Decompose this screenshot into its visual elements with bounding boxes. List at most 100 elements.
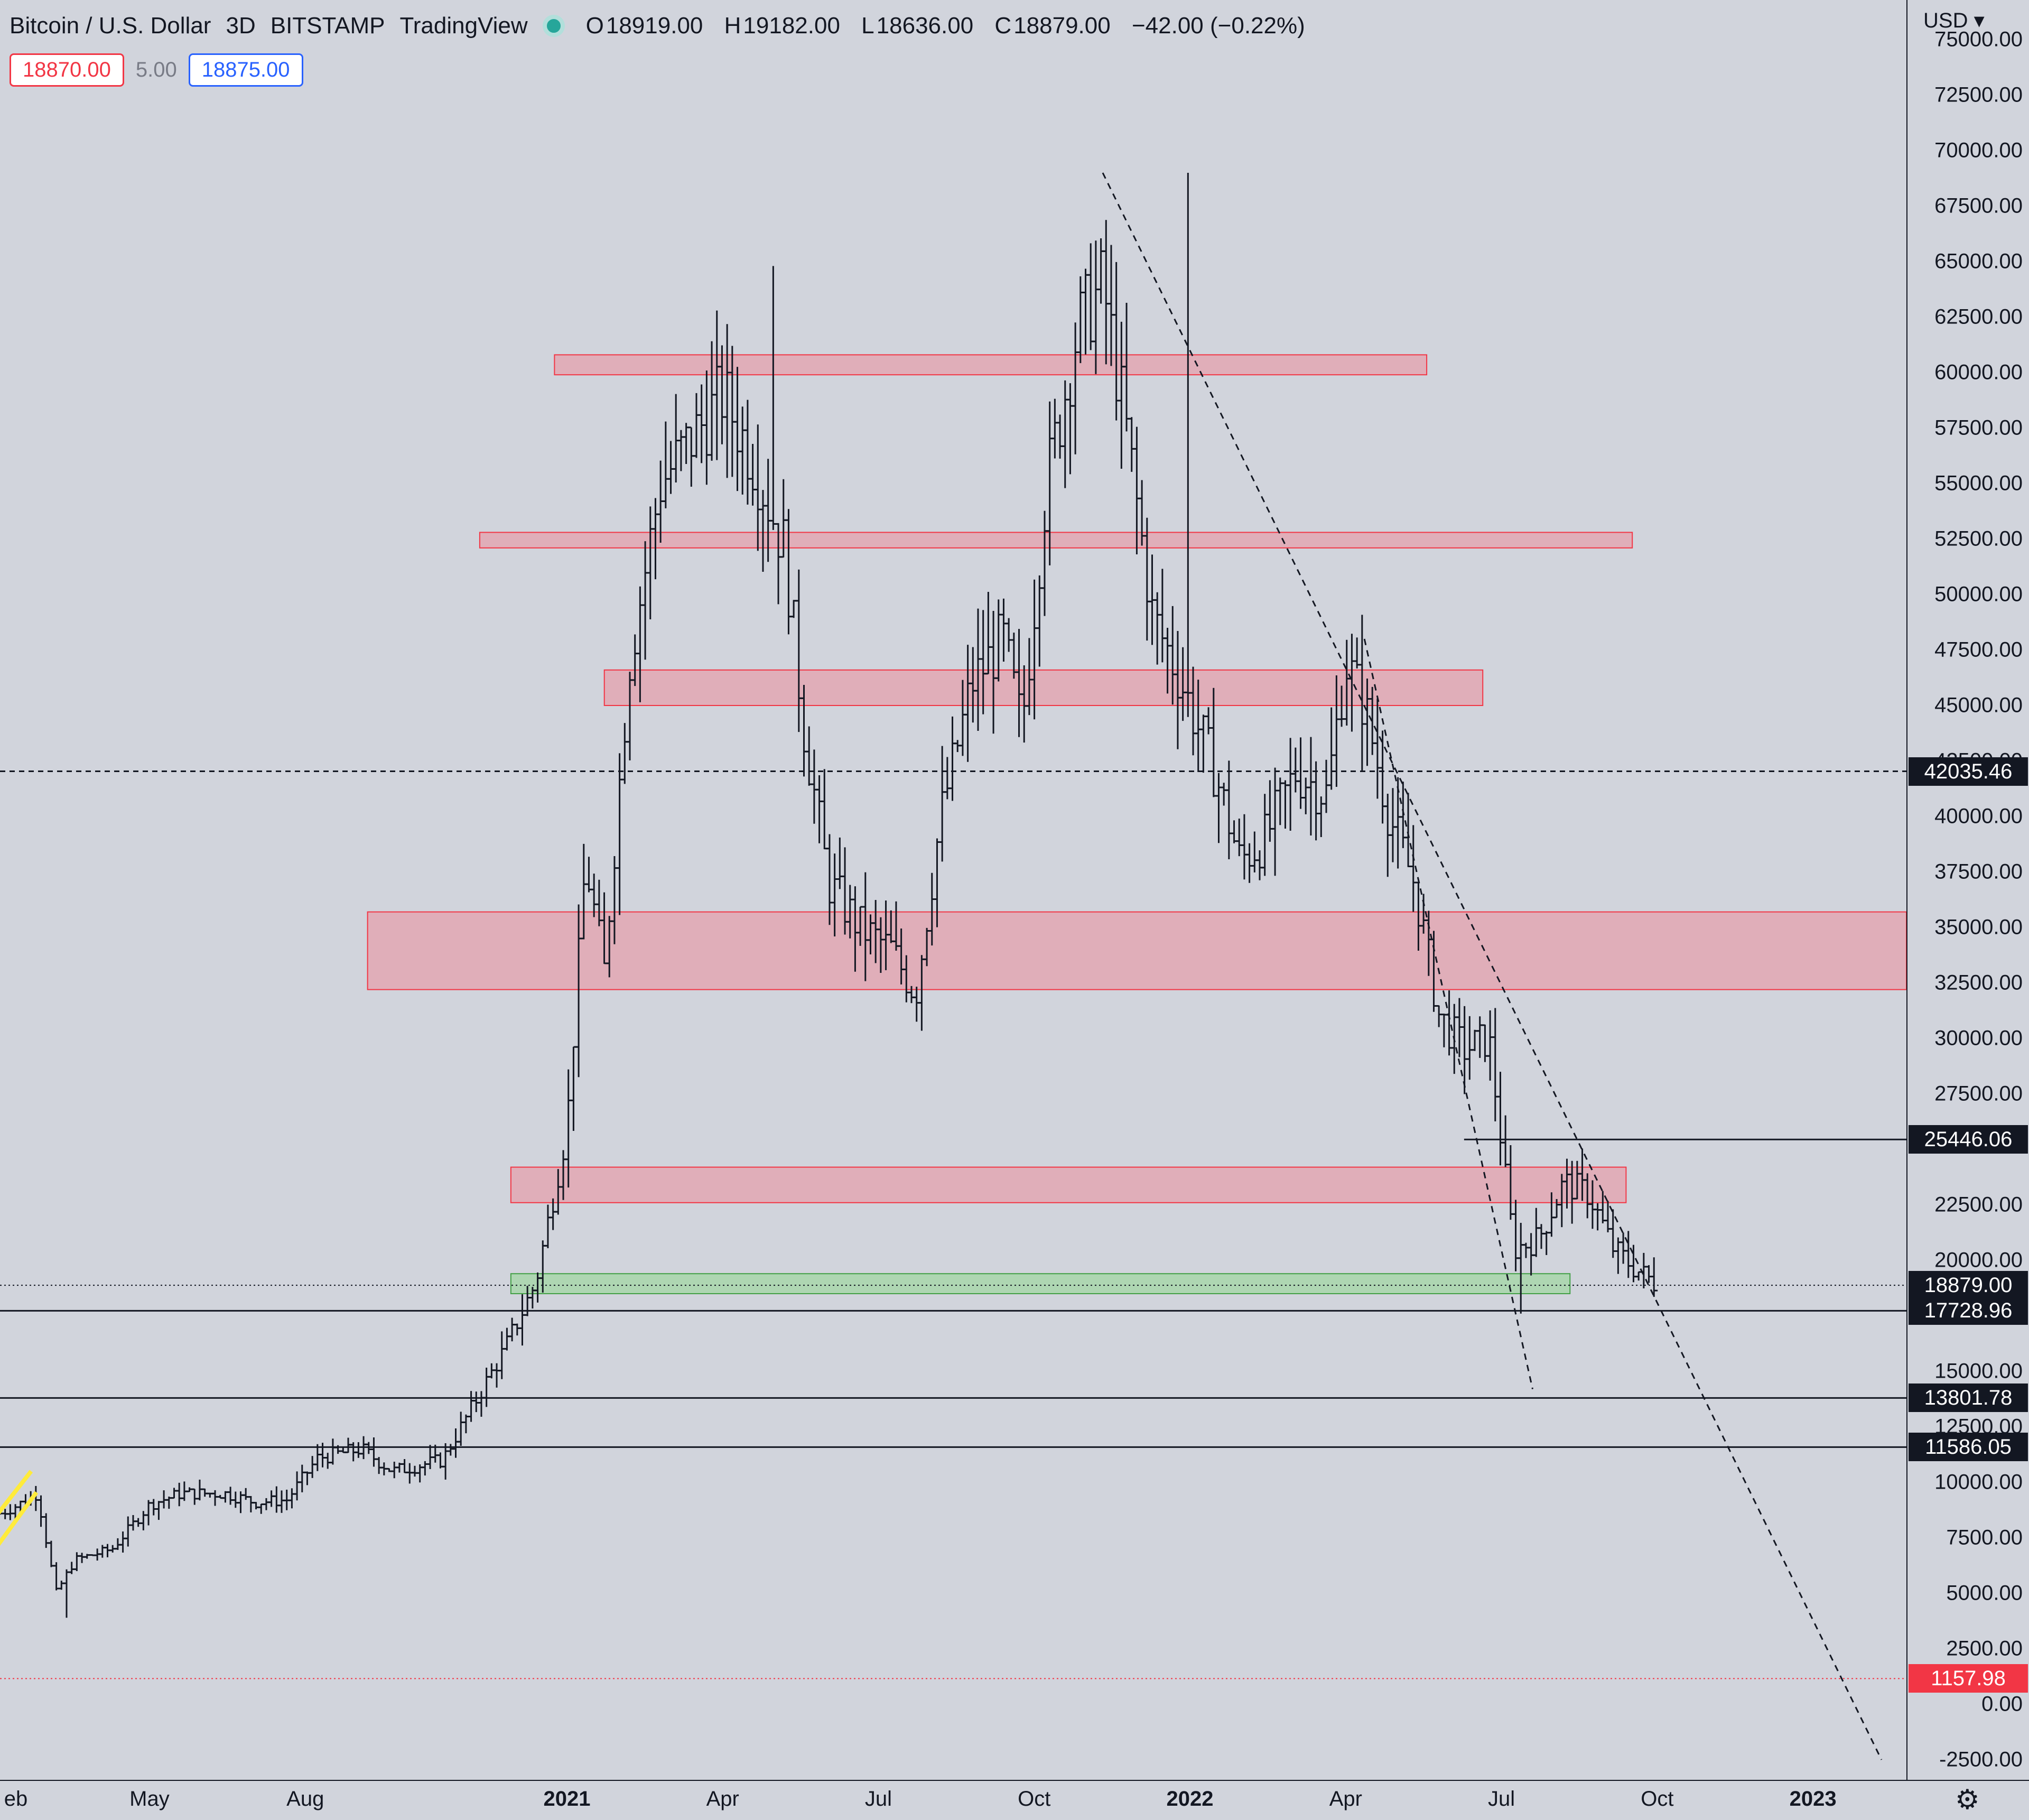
ohlc-bar	[1527, 1233, 1535, 1276]
ohlc-bar	[1466, 1016, 1474, 1080]
ohlc-bar	[1102, 220, 1110, 365]
time-tick: Jul	[864, 1787, 892, 1810]
ohlc-bars-layer	[0, 173, 1658, 1618]
ohlc-bar	[252, 1502, 260, 1510]
price-label: 18879.00	[1909, 1271, 2028, 1300]
ohlc-bar	[175, 1482, 183, 1507]
ohlc-bar	[1594, 1203, 1602, 1231]
price-tick: 75000.00	[1934, 27, 2023, 51]
ohlc-bar	[662, 421, 669, 508]
ohlc-bar	[677, 430, 685, 471]
ohlc-bar	[697, 384, 705, 463]
ohlc-bar	[446, 1444, 454, 1456]
ohlc-bar	[231, 1491, 239, 1508]
yellow-drawing	[0, 1491, 39, 1546]
ohlc-bar	[145, 1500, 153, 1526]
price-tick: 35000.00	[1934, 915, 2023, 939]
interval-label[interactable]: 3D	[226, 13, 256, 39]
ohlc-bar	[641, 541, 649, 660]
price-tick: 22500.00	[1934, 1193, 2023, 1217]
red-zone-2	[603, 669, 1484, 707]
ohlc-bar	[1312, 761, 1320, 841]
ohlc-bar	[759, 490, 767, 572]
time-tick: 2021	[543, 1787, 591, 1810]
ohlc-bar	[1097, 238, 1105, 304]
ohlc-bar	[570, 1046, 578, 1131]
ohlc-bar	[498, 1331, 506, 1379]
ohlc-bar	[191, 1488, 199, 1505]
ohlc-bar	[227, 1487, 235, 1505]
ohlc-bar	[47, 1540, 55, 1567]
ohlc-bar	[692, 393, 700, 458]
trendlines-layer	[0, 172, 1883, 1760]
source-label: TradingView	[399, 13, 528, 39]
ohlc-bar	[1604, 1201, 1612, 1232]
ohlc-bar	[1205, 707, 1213, 735]
ohlc-bar	[1036, 575, 1044, 667]
sell-button[interactable]: 18870.00	[10, 53, 124, 87]
time-tick: Jul	[1488, 1787, 1515, 1810]
ohlc-bar	[1517, 1223, 1525, 1314]
ohlc-bar	[1005, 618, 1013, 652]
ohlc-bar	[836, 837, 844, 889]
price-tick: -2500.00	[1939, 1748, 2023, 1771]
symbol-name[interactable]: Bitcoin / U.S. Dollar	[10, 13, 211, 39]
ohlc-bar	[355, 1442, 362, 1458]
ohlc-bar	[1256, 850, 1264, 880]
market-status-icon[interactable]	[542, 15, 565, 37]
price-tick: 2500.00	[1946, 1637, 2023, 1660]
buy-button[interactable]: 18875.00	[188, 53, 303, 87]
ohlc-bar	[1379, 730, 1386, 824]
ohlc-bar	[646, 506, 654, 619]
ohlc-bar	[1061, 380, 1069, 488]
ohlc-bar	[1291, 747, 1299, 793]
price-axis[interactable]: -2500.00 0.00 2500.00 5000.00 7500.00 10000.0…	[1906, 0, 2029, 1780]
ohlc-bar	[1271, 767, 1279, 876]
ohlc-bar	[37, 1495, 45, 1527]
red-zone-3	[367, 911, 1906, 990]
ohlc-bar	[242, 1488, 250, 1500]
ohlc-bar	[621, 723, 629, 784]
ohlc-bar	[257, 1503, 265, 1514]
ohlc-bar	[1261, 794, 1269, 876]
open-value: 18919.00	[606, 13, 703, 39]
time-tick: Apr	[1329, 1787, 1362, 1810]
price-tick: 20000.00	[1934, 1248, 2023, 1272]
ohlc-bar	[278, 1490, 286, 1513]
ohlc-bar	[743, 400, 751, 505]
ohlc-bar	[749, 443, 757, 506]
ohlc-bar	[1476, 1016, 1484, 1058]
ohlc-bar	[329, 1438, 337, 1465]
ohlc-bar	[1522, 1242, 1530, 1258]
price-tick: 65000.00	[1934, 249, 2023, 273]
ohlc-bar	[1440, 1014, 1448, 1047]
ohlc-bar	[938, 746, 946, 862]
ohlc-bar	[1496, 1072, 1504, 1166]
price-tick: 72500.00	[1934, 83, 2023, 107]
price-tick: 30000.00	[1934, 1026, 2023, 1050]
ohlc-bar	[267, 1490, 275, 1507]
price-tick: 47500.00	[1934, 638, 2023, 662]
ohlc-bar	[1230, 820, 1238, 843]
ohlc-bar	[1486, 1010, 1494, 1081]
ohlc-bar	[1072, 322, 1079, 454]
ohlc-bar	[585, 857, 593, 893]
ohlc-bar	[1445, 990, 1453, 1056]
ohlc-bar	[1491, 1008, 1499, 1121]
ohlc-bar	[78, 1553, 86, 1563]
close-value: 18879.00	[1013, 13, 1111, 39]
high-value: 19182.00	[743, 13, 840, 39]
gear-icon[interactable]: ⚙	[1955, 1785, 1980, 1815]
ohlc-bar	[1276, 777, 1284, 825]
ohlc-bar	[298, 1464, 306, 1492]
ohlc-bar	[201, 1488, 209, 1497]
ohlc-bar	[1302, 777, 1310, 814]
price-tick: 52500.00	[1934, 527, 2023, 551]
ohlc-bar	[1082, 268, 1090, 355]
currency-selector[interactable]: USD ▾	[1923, 9, 1985, 32]
price-tick: 15000.00	[1934, 1359, 2023, 1383]
time-tick: Oct	[1018, 1787, 1051, 1810]
time-axis[interactable]: eb May Aug 2021 Apr Jul Oct 2022 Apr Jul Oct 2023	[0, 1780, 2029, 1820]
chart-canvas[interactable]	[0, 0, 1906, 1780]
ohlc-bar	[815, 775, 823, 843]
